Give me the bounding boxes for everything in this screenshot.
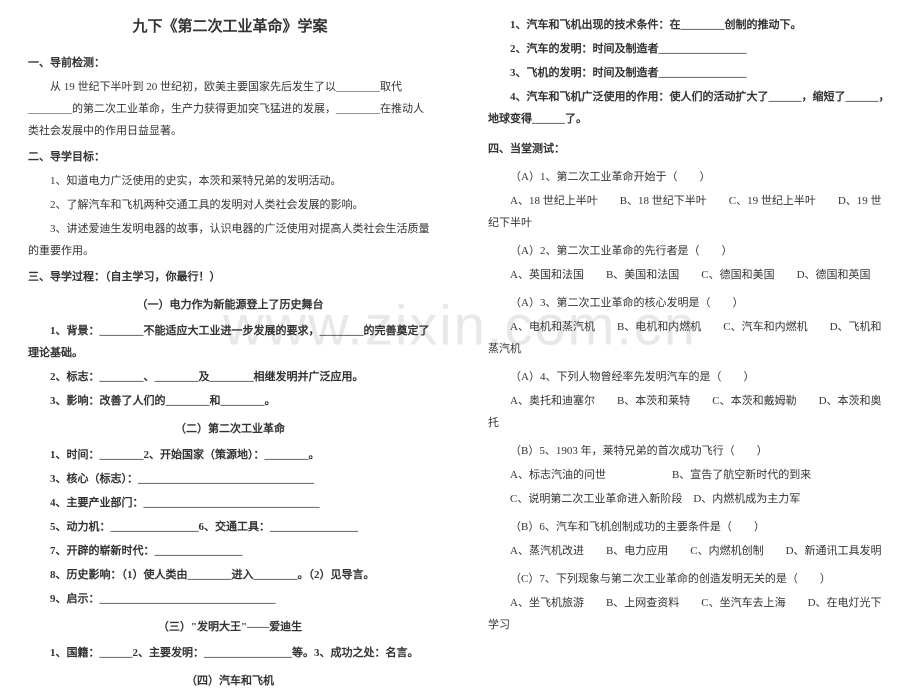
- line-inspire: 9、启示：________________________________: [28, 588, 432, 610]
- r-line-1: 1、汽车和飞机出现的技术条件：在________创制的推动下。: [488, 14, 892, 36]
- subsection-4: （四）汽车和飞机: [28, 670, 432, 692]
- goal-1: 1、知道电力广泛使用的史实，本茨和莱特兄弟的发明活动。: [28, 170, 432, 192]
- line-bg: 1、背景：________不能适应大工业进一步发展的要求，________的完善…: [28, 320, 432, 364]
- question-3: （A）3、第二次工业革命的核心发明是（ ）: [488, 292, 892, 314]
- question-5: （B）5、1903 年，莱特兄弟的首次成功飞行（ ）: [488, 440, 892, 462]
- page-container: 九下《第二次工业革命》学案 一、导前检测： 从 19 世纪下半叶到 20 世纪初…: [0, 0, 920, 650]
- options-5a: A、标志汽油的问世 B、宣告了航空新时代的到来: [488, 464, 892, 486]
- line-impact: 8、历史影响：（1）使人类由________进入________。（2）见导言。: [28, 564, 432, 586]
- options-7: A、坐飞机旅游 B、上网查资料 C、坐汽车去上海 D、在电灯光下学习: [488, 592, 892, 636]
- line-mark: 2、标志：________、________及________相继发明并广泛应用…: [28, 366, 432, 388]
- options-5b: C、说明第二次工业革命进入新阶段 D、内燃机成为主力军: [488, 488, 892, 510]
- r-line-4: 4、汽车和飞机广泛使用的作用：使人们的活动扩大了______，缩短了______…: [488, 86, 892, 130]
- options-4: A、奥托和迪塞尔 B、本茨和莱特 C、本茨和戴姆勒 D、本茨和奥托: [488, 390, 892, 434]
- question-2: （A）2、第二次工业革命的先行者是（ ）: [488, 240, 892, 262]
- section-1-head: 一、导前检测：: [28, 52, 432, 74]
- section-4-head: 四、当堂测试：: [488, 138, 892, 160]
- goal-2: 2、了解汽车和飞机两种交通工具的发明对人类社会发展的影响。: [28, 194, 432, 216]
- left-column: 九下《第二次工业革命》学案 一、导前检测： 从 19 世纪下半叶到 20 世纪初…: [0, 0, 460, 650]
- section-2-head: 二、导学目标：: [28, 146, 432, 168]
- right-column: 1、汽车和飞机出现的技术条件：在________创制的推动下。 2、汽车的发明：…: [460, 0, 920, 650]
- doc-title: 九下《第二次工业革命》学案: [28, 12, 432, 42]
- line-era: 7、开辟的崭新时代：________________: [28, 540, 432, 562]
- question-7: （C）7、下列现象与第二次工业革命的创造发明无关的是（ ）: [488, 568, 892, 590]
- subsection-1: （一）电力作为新能源登上了历史舞台: [28, 294, 432, 316]
- subsection-2: （二）第二次工业革命: [28, 418, 432, 440]
- options-3: A、电机和蒸汽机 B、电机和内燃机 C、汽车和内燃机 D、飞机和蒸汽机: [488, 316, 892, 360]
- options-1: A、18 世纪上半叶 B、18 世纪下半叶 C、19 世纪上半叶 D、19 世纪…: [488, 190, 892, 234]
- question-4: （A）4、下列人物曾经率先发明汽车的是（ ）: [488, 366, 892, 388]
- line-edison: 1、国籍：______2、主要发明：________________等。3、成功…: [28, 642, 432, 664]
- question-6: （B）6、汽车和飞机创制成功的主要条件是（ ）: [488, 516, 892, 538]
- section-3-head: 三、导学过程：（自主学习，你最行！）: [28, 266, 432, 288]
- line-industry: 4、主要产业部门：_______________________________…: [28, 492, 432, 514]
- line-effect: 3、影响：改善了人们的________和________。: [28, 390, 432, 412]
- r-line-2: 2、汽车的发明：时间及制造者________________: [488, 38, 892, 60]
- line-time: 1、时间：________2、开始国家（策源地）：________。: [28, 444, 432, 466]
- options-6: A、蒸汽机改进 B、电力应用 C、内燃机创制 D、新通讯工具发明: [488, 540, 892, 562]
- options-2: A、英国和法国 B、美国和法国 C、德国和美国 D、德国和英国: [488, 264, 892, 286]
- intro-paragraph: 从 19 世纪下半叶到 20 世纪初，欧美主要国家先后发生了以________取…: [28, 76, 432, 142]
- line-power: 5、动力机：________________6、交通工具：___________…: [28, 516, 432, 538]
- line-core: 3、核心（标志）：_______________________________…: [28, 468, 432, 490]
- goal-3: 3、讲述爱迪生发明电器的故事，认识电器的广泛使用对提高人类社会生活质量的重要作用…: [28, 218, 432, 262]
- r-line-3: 3、飞机的发明：时间及制造者________________: [488, 62, 892, 84]
- question-1: （A）1、第二次工业革命开始于（ ）: [488, 166, 892, 188]
- subsection-3: （三）"发明大王"——爱迪生: [28, 616, 432, 638]
